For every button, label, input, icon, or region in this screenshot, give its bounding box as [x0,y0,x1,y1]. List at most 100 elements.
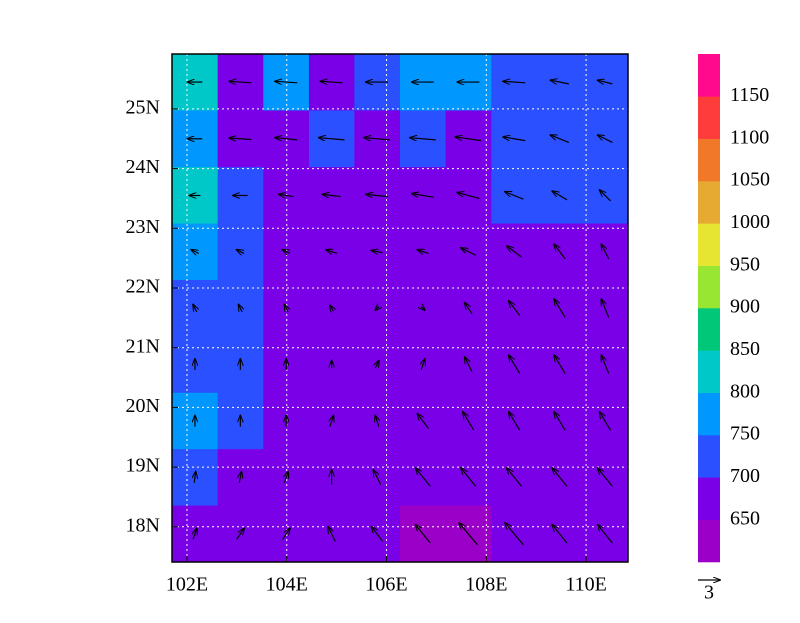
wind-vector [283,250,290,254]
x-tick-label: 108E [465,574,507,596]
wind-vector [236,528,244,540]
wind-vector [456,137,482,142]
wind-vector [330,416,334,427]
colorbar-segment [698,519,720,563]
wind-vector [421,359,425,371]
wind-vector [459,523,478,546]
wind-vector [598,80,613,84]
wind-vector [194,472,195,483]
wind-vector [366,194,389,196]
colorbar-label: 1150 [730,84,769,106]
wind-vector [412,194,435,198]
wind-vector [601,355,610,374]
colorbar-segment [698,138,720,182]
y-tick-label: 25N [126,97,160,119]
wind-vector [463,412,475,431]
wind-vector [372,250,383,252]
wind-vector [375,361,379,368]
wind-vector [598,135,613,143]
colorbar-segment [698,308,720,351]
y-tick-label: 24N [126,156,160,178]
wind-vector [554,244,566,260]
colorbar-segment [698,392,720,436]
y-tick-label: 18N [126,514,160,536]
wind-vector [550,80,569,84]
wind-vector [375,306,379,310]
vector-layer [188,80,613,546]
colorbar-label: 950 [730,253,760,275]
wind-vector [375,416,379,427]
y-tick-label: 21N [126,335,160,357]
wind-vector [416,525,431,544]
wind-vector [600,190,611,202]
x-tick-label: 102E [166,574,208,596]
wind-vector [465,357,473,373]
wind-vector [193,528,197,540]
wind-vector [330,305,334,311]
wind-vector [600,412,612,431]
wind-vector [410,138,436,140]
wind-vector [550,135,570,143]
wind-vector [416,468,431,487]
colorbar-segment [698,181,720,224]
wind-vector [279,194,294,196]
wind-vector [509,355,521,374]
colorbar-label: 900 [730,296,760,318]
wind-vector [364,138,390,140]
wind-vector [326,250,338,254]
x-tick-label: 106E [365,574,407,596]
wind-vector [275,81,298,82]
wind-vector [322,194,341,196]
wind-vector [239,472,241,483]
colorbar-label: 650 [730,507,760,529]
colorbar-label: 700 [730,465,760,487]
reference-label: 3 [704,582,714,604]
x-tick-label: 110E [565,574,606,596]
wind-vector [284,472,288,483]
wind-vector [191,250,198,254]
wind-vector [509,301,521,316]
y-tick-label: 20N [126,395,160,417]
wind-vector [372,527,384,542]
wind-vector [552,525,568,544]
wind-vector [417,414,429,429]
wind-vector [193,305,197,312]
wind-vector [601,299,610,318]
y-tick-label: 23N [126,216,160,238]
wind-vector [457,193,480,199]
wind-vector [552,191,568,201]
x-tick-label: 104E [266,574,308,596]
colorbar-label: 800 [730,380,760,402]
wind-vector [237,250,244,254]
wind-vector [554,355,566,374]
wind-vector [505,523,524,546]
wind-vector [319,138,345,140]
wind-vector [239,305,243,312]
wind-vector [503,81,526,82]
wind-vector [229,138,252,139]
wind-vector [275,138,298,140]
wind-vector [598,525,613,544]
wind-vector [507,468,523,487]
colorbar-segment [698,435,720,478]
wind-vector [598,468,613,487]
wind-vector [552,468,568,487]
colorbar-segment [698,265,720,309]
wind-vector [461,248,476,256]
colorbar-label: 1000 [730,211,770,233]
wind-vector [321,81,343,82]
colorbar-segment [698,54,720,97]
wind-vector [328,527,336,542]
wind-vector [554,412,566,431]
y-tick-label: 22N [126,276,160,298]
wind-vector [229,81,252,82]
plot-frame [171,53,629,563]
wind-vector [554,299,566,318]
colorbar-segment [698,477,720,520]
wind-vector [282,528,290,540]
colorbar-label: 850 [730,338,760,360]
wind-vector [461,468,477,487]
y-tick-label: 19N [126,455,160,477]
colorbar-segment [698,350,720,393]
colorbar-label: 1100 [730,126,769,148]
